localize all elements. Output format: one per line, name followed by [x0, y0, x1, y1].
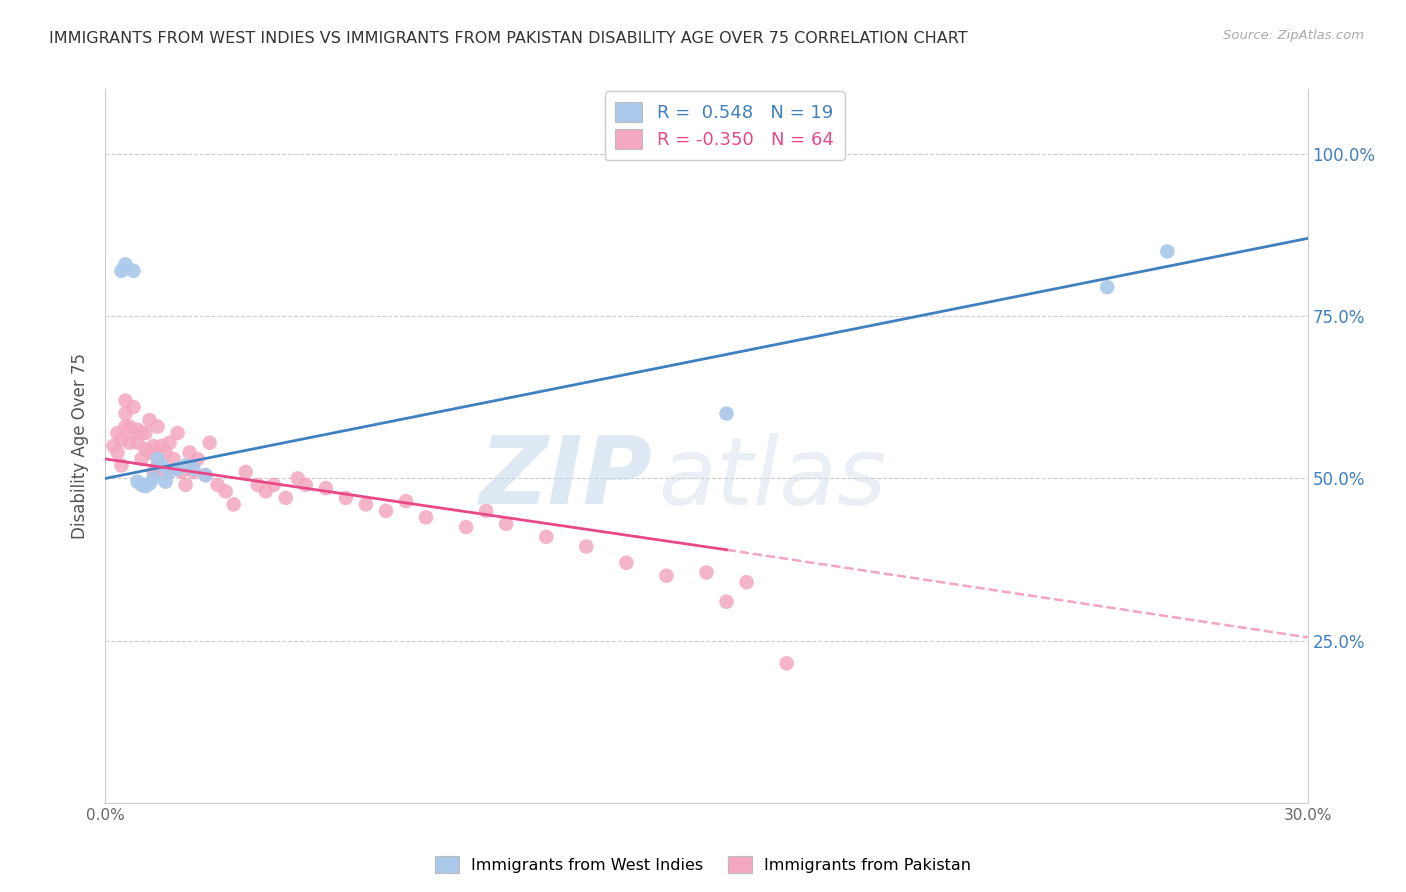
Legend: R =  0.548   N = 19, R = -0.350   N = 64: R = 0.548 N = 19, R = -0.350 N = 64 — [605, 91, 845, 160]
Point — [155, 445, 177, 459]
Text: atlas: atlas — [658, 433, 887, 524]
Point — [122, 264, 145, 278]
Point — [415, 510, 437, 524]
Text: ZIP: ZIP — [479, 432, 652, 524]
Point — [118, 419, 141, 434]
Legend: Immigrants from West Indies, Immigrants from Pakistan: Immigrants from West Indies, Immigrants … — [429, 849, 977, 880]
Point — [135, 442, 157, 457]
Point — [454, 520, 477, 534]
Point — [274, 491, 297, 505]
Point — [103, 439, 125, 453]
Point — [127, 475, 149, 489]
Point — [183, 461, 205, 475]
Point — [118, 435, 141, 450]
Point — [183, 465, 205, 479]
Point — [246, 478, 269, 492]
Point — [162, 452, 184, 467]
Point — [138, 413, 160, 427]
Point — [138, 476, 160, 491]
Point — [170, 465, 193, 479]
Point — [187, 452, 209, 467]
Point — [107, 425, 129, 440]
Point — [776, 657, 799, 671]
Point — [114, 407, 136, 421]
Point — [716, 407, 738, 421]
Point — [198, 435, 221, 450]
Point — [166, 461, 188, 475]
Point — [150, 458, 173, 473]
Point — [159, 465, 181, 479]
Point — [138, 445, 160, 459]
Point — [107, 445, 129, 459]
Point — [335, 491, 357, 505]
Point — [174, 478, 197, 492]
Point — [135, 425, 157, 440]
Point — [174, 458, 197, 473]
Point — [146, 419, 169, 434]
Point — [616, 556, 638, 570]
Point — [142, 465, 165, 479]
Point — [475, 504, 498, 518]
Point — [114, 257, 136, 271]
Point — [122, 400, 145, 414]
Point — [131, 478, 153, 492]
Point — [655, 568, 678, 582]
Point — [1156, 244, 1178, 259]
Point — [166, 425, 188, 440]
Point — [222, 497, 245, 511]
Point — [131, 452, 153, 467]
Point — [254, 484, 277, 499]
Point — [114, 419, 136, 434]
Point — [354, 497, 377, 511]
Point — [155, 465, 177, 479]
Point — [575, 540, 598, 554]
Point — [155, 475, 177, 489]
Point — [114, 393, 136, 408]
Point — [159, 435, 181, 450]
Text: Source: ZipAtlas.com: Source: ZipAtlas.com — [1223, 29, 1364, 42]
Point — [110, 458, 132, 473]
Point — [146, 452, 169, 467]
Point — [1097, 280, 1119, 294]
Point — [214, 484, 236, 499]
Point — [194, 468, 217, 483]
Point — [110, 433, 132, 447]
Point — [696, 566, 718, 580]
Point — [287, 471, 309, 485]
Point — [315, 481, 337, 495]
Y-axis label: Disability Age Over 75: Disability Age Over 75 — [72, 353, 90, 539]
Point — [295, 478, 318, 492]
Point — [534, 530, 557, 544]
Point — [495, 516, 517, 531]
Point — [716, 595, 738, 609]
Point — [110, 264, 132, 278]
Point — [263, 478, 285, 492]
Point — [207, 478, 229, 492]
Text: IMMIGRANTS FROM WEST INDIES VS IMMIGRANTS FROM PAKISTAN DISABILITY AGE OVER 75 C: IMMIGRANTS FROM WEST INDIES VS IMMIGRANT… — [49, 31, 967, 46]
Point — [735, 575, 758, 590]
Point — [122, 425, 145, 440]
Point — [142, 471, 165, 485]
Point — [135, 479, 157, 493]
Point — [146, 458, 169, 473]
Point — [127, 423, 149, 437]
Point — [235, 465, 257, 479]
Point — [127, 435, 149, 450]
Point — [395, 494, 418, 508]
Point — [179, 445, 201, 459]
Point — [142, 439, 165, 453]
Point — [150, 439, 173, 453]
Point — [131, 425, 153, 440]
Point — [374, 504, 398, 518]
Point — [194, 468, 217, 483]
